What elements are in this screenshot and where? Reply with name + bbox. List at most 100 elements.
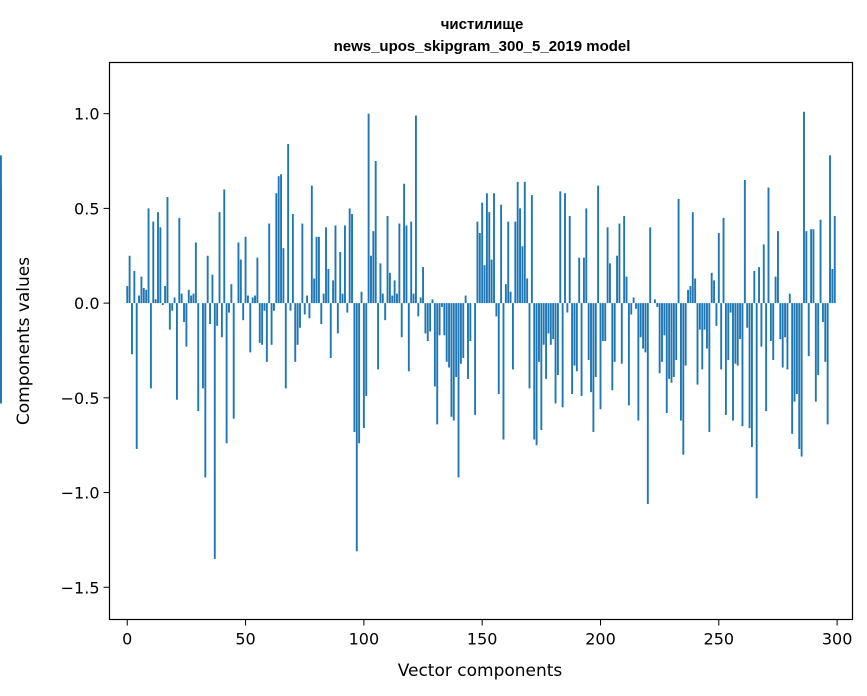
bar — [803, 111, 805, 304]
bar — [386, 215, 389, 304]
bar — [821, 303, 824, 323]
bar — [817, 303, 820, 376]
bar — [568, 215, 571, 304]
bar — [831, 269, 834, 304]
bar — [0, 303, 2, 376]
bar — [561, 303, 564, 408]
y-tick-label: −1.0 — [61, 484, 100, 503]
bar — [438, 303, 441, 336]
bar — [758, 267, 760, 304]
bar — [256, 257, 259, 304]
bar — [724, 303, 727, 415]
bar — [242, 303, 245, 321]
y-tick-label: 0.0 — [74, 294, 99, 313]
bar — [443, 303, 446, 336]
bar — [157, 212, 159, 304]
bar — [575, 303, 578, 372]
bar — [388, 272, 391, 304]
bar — [173, 297, 176, 304]
bar — [635, 303, 637, 309]
bar — [412, 293, 415, 304]
bar — [682, 303, 685, 455]
bar — [812, 229, 815, 304]
bar — [246, 295, 249, 304]
bar — [325, 227, 327, 304]
bar — [308, 303, 311, 319]
bar — [152, 221, 155, 304]
bar — [653, 299, 656, 304]
bar — [372, 231, 375, 304]
bar — [826, 303, 829, 425]
bar — [599, 303, 602, 410]
bar — [720, 303, 723, 370]
bar — [784, 303, 787, 338]
bar — [571, 303, 574, 395]
bar — [405, 225, 408, 304]
bar — [791, 303, 794, 434]
bar — [750, 303, 753, 448]
bar — [400, 303, 403, 338]
bar — [448, 303, 450, 368]
bar — [336, 303, 339, 334]
bar — [753, 270, 756, 304]
bar — [289, 303, 292, 311]
bar — [263, 303, 266, 311]
bar — [625, 276, 628, 304]
bar — [829, 155, 831, 304]
x-tick-label: 50 — [235, 630, 255, 649]
bar — [585, 208, 588, 304]
bar — [760, 303, 763, 347]
bar — [322, 293, 325, 304]
bar — [618, 223, 621, 304]
bar — [457, 303, 460, 478]
bar — [675, 303, 678, 360]
bar — [168, 303, 171, 330]
bar — [329, 303, 332, 359]
bar — [265, 303, 268, 362]
bar — [535, 303, 538, 446]
bar — [138, 295, 141, 304]
bar — [642, 303, 645, 349]
bar — [280, 174, 282, 304]
bar — [441, 303, 443, 307]
bar — [398, 223, 401, 304]
y-tick-label: −1.5 — [61, 578, 100, 597]
bar — [273, 303, 275, 311]
bar — [178, 217, 181, 304]
bar — [187, 289, 190, 304]
bar — [391, 295, 394, 304]
bar — [732, 303, 734, 421]
bar — [493, 193, 495, 304]
bar — [514, 221, 517, 304]
bar — [710, 272, 713, 304]
bar — [507, 221, 510, 304]
bar — [161, 303, 164, 305]
bar — [788, 293, 791, 304]
bar — [206, 255, 209, 304]
bar — [237, 242, 240, 304]
bar — [270, 303, 273, 345]
bar — [739, 303, 742, 340]
bar — [736, 303, 739, 366]
bar — [743, 179, 746, 304]
bar — [296, 303, 299, 345]
bar — [658, 303, 661, 374]
bar — [220, 303, 223, 338]
y-tick-label: 0.5 — [74, 199, 99, 218]
bar — [190, 295, 193, 304]
bar — [202, 303, 204, 389]
bar — [166, 197, 169, 304]
bar — [450, 303, 453, 417]
bar — [582, 257, 585, 304]
bar — [365, 303, 368, 396]
bar — [192, 293, 195, 304]
bar — [680, 303, 682, 421]
bar — [197, 303, 200, 412]
bar — [334, 225, 337, 304]
plot-frame — [108, 61, 854, 621]
bar — [204, 303, 207, 478]
bar — [320, 303, 323, 324]
x-tick-label: 150 — [467, 630, 498, 649]
bar — [306, 295, 309, 304]
bar — [358, 303, 361, 444]
